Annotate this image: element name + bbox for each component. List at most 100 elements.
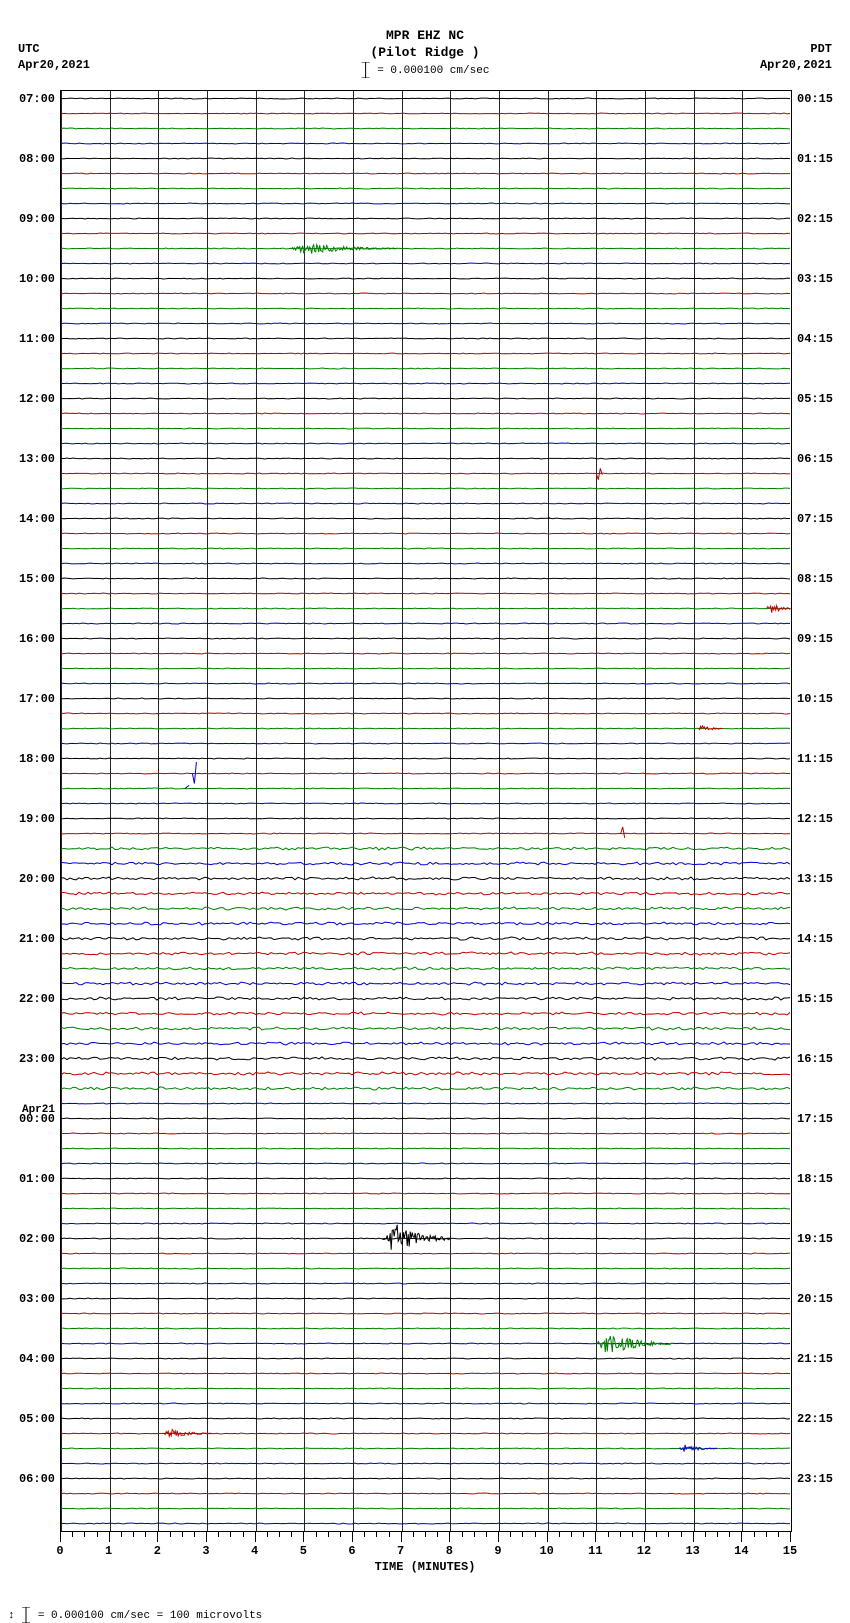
x-tick-minor xyxy=(535,1532,536,1537)
utc-hour-label: 06:00 xyxy=(3,1472,55,1486)
trace-line xyxy=(61,188,790,189)
trace-line xyxy=(61,203,790,204)
x-tick-label: 0 xyxy=(56,1544,63,1558)
trace-line xyxy=(61,263,790,264)
trace-line xyxy=(61,1298,790,1299)
trace-line xyxy=(61,428,790,429)
x-tick-minor xyxy=(729,1532,730,1537)
x-tick-minor xyxy=(84,1532,85,1537)
x-tick-minor xyxy=(778,1532,779,1537)
pdt-hour-label: 16:15 xyxy=(797,1052,849,1066)
trace-line xyxy=(61,1178,790,1179)
x-tick-major xyxy=(352,1532,353,1542)
trace-line xyxy=(61,113,790,114)
trace-line xyxy=(61,788,790,789)
x-tick-minor xyxy=(656,1532,657,1537)
seismic-event xyxy=(185,785,189,788)
trace-line xyxy=(61,1042,790,1045)
x-tick-minor xyxy=(754,1532,755,1537)
x-tick-minor xyxy=(218,1532,219,1537)
x-tick-minor xyxy=(705,1532,706,1537)
pdt-hour-label: 02:15 xyxy=(797,212,849,226)
right-date: Apr20,2021 xyxy=(760,58,832,74)
pdt-hour-label: 01:15 xyxy=(797,152,849,166)
trace-line xyxy=(61,1313,790,1314)
station-name: (Pilot Ridge ) xyxy=(370,45,479,62)
utc-hour-label: 21:00 xyxy=(3,932,55,946)
x-tick-minor xyxy=(170,1532,171,1537)
trace-line xyxy=(61,1418,790,1419)
x-tick-minor xyxy=(267,1532,268,1537)
seismic-event xyxy=(596,468,602,479)
pdt-hour-label: 19:15 xyxy=(797,1232,849,1246)
trace-line xyxy=(61,818,790,819)
trace-line xyxy=(61,1373,790,1374)
trace-line xyxy=(61,1148,790,1149)
x-tick-major xyxy=(595,1532,596,1542)
x-tick-minor xyxy=(194,1532,195,1537)
x-tick-major xyxy=(547,1532,548,1542)
utc-hour-label: 22:00 xyxy=(3,992,55,1006)
x-tick-minor xyxy=(766,1532,767,1537)
pdt-hour-label: 03:15 xyxy=(797,272,849,286)
trace-line xyxy=(61,1253,790,1254)
x-tick-label: 10 xyxy=(539,1544,553,1558)
x-tick-minor xyxy=(121,1532,122,1537)
trace-line xyxy=(61,997,790,1000)
x-tick-major xyxy=(790,1532,791,1542)
trace-line xyxy=(61,1208,790,1209)
utc-hour-label: 00:00 xyxy=(3,1112,55,1126)
trace-line xyxy=(61,1072,790,1075)
x-tick-minor xyxy=(510,1532,511,1537)
x-tick-major xyxy=(206,1532,207,1542)
x-tick-minor xyxy=(133,1532,134,1537)
utc-hour-label: 02:00 xyxy=(3,1232,55,1246)
trace-line xyxy=(61,338,790,339)
pdt-hour-label: 21:15 xyxy=(797,1352,849,1366)
trace-line xyxy=(61,278,790,279)
x-tick-major xyxy=(401,1532,402,1542)
x-tick-minor xyxy=(620,1532,621,1537)
x-tick-minor xyxy=(583,1532,584,1537)
trace-line xyxy=(61,233,790,234)
trace-line xyxy=(61,173,790,174)
x-tick-minor xyxy=(243,1532,244,1537)
trace-line xyxy=(61,1403,790,1404)
seismic-event xyxy=(163,1430,211,1437)
footer-text: = 0.000100 cm/sec = 100 microvolts xyxy=(38,1610,262,1622)
trace-line xyxy=(61,1193,790,1194)
trace-line xyxy=(61,413,790,414)
trace-line xyxy=(61,952,790,955)
utc-hour-label: 14:00 xyxy=(3,512,55,526)
pdt-hour-label: 09:15 xyxy=(797,632,849,646)
trace-line xyxy=(61,578,790,579)
utc-hour-label: 23:00 xyxy=(3,1052,55,1066)
trace-line xyxy=(61,608,790,609)
trace-line xyxy=(61,877,790,880)
x-tick-minor xyxy=(97,1532,98,1537)
trace-line xyxy=(61,922,790,925)
seismic-event xyxy=(621,827,625,838)
x-tick-label: 1 xyxy=(105,1544,112,1558)
x-tick-major xyxy=(109,1532,110,1542)
trace-line xyxy=(61,698,790,699)
trace-line xyxy=(61,1328,790,1329)
trace-line xyxy=(61,158,790,159)
utc-hour-label: 16:00 xyxy=(3,632,55,646)
trace-line xyxy=(61,1057,790,1060)
x-axis: TIME (MINUTES) 0123456789101112131415 xyxy=(60,1532,790,1587)
utc-hour-label: 15:00 xyxy=(3,572,55,586)
trace-line xyxy=(61,1087,790,1090)
trace-line xyxy=(61,593,790,594)
x-tick-minor xyxy=(328,1532,329,1537)
x-tick-minor xyxy=(571,1532,572,1537)
x-tick-label: 3 xyxy=(202,1544,209,1558)
trace-line xyxy=(61,503,790,504)
trace-line xyxy=(61,668,790,669)
pdt-hour-label: 08:15 xyxy=(797,572,849,586)
x-tick-minor xyxy=(437,1532,438,1537)
pdt-hour-label: 22:15 xyxy=(797,1412,849,1426)
right-timezone-block: PDT Apr20,2021 xyxy=(760,42,832,73)
trace-line xyxy=(61,383,790,384)
x-tick-label: 15 xyxy=(783,1544,797,1558)
